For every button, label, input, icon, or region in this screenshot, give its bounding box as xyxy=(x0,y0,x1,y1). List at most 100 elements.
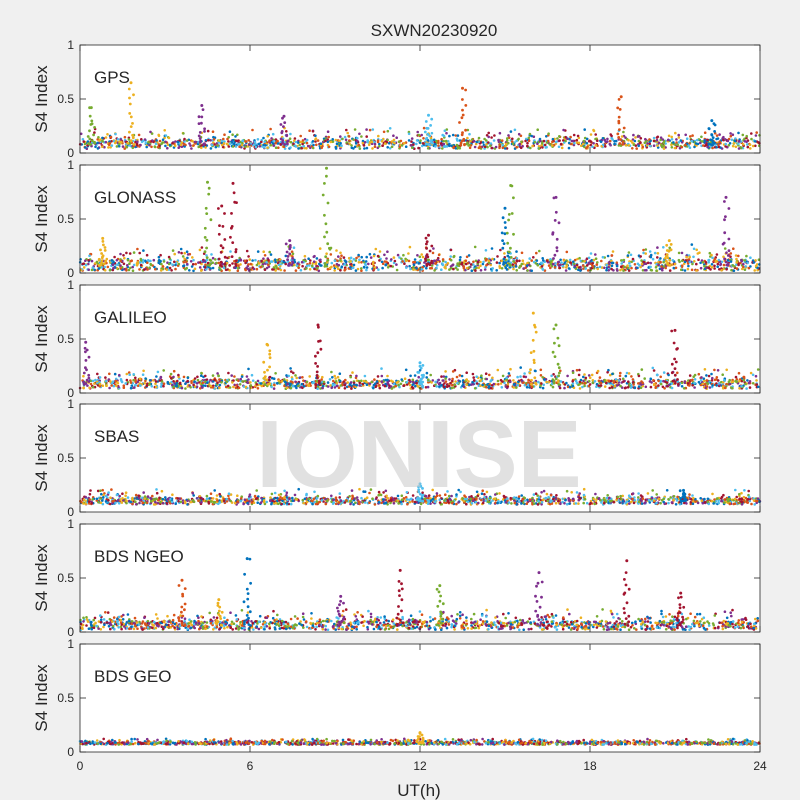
spike-peak xyxy=(84,340,88,344)
spike-point xyxy=(552,379,556,383)
data-point xyxy=(451,133,455,137)
data-point xyxy=(539,261,543,265)
data-point xyxy=(425,266,428,270)
spike-point xyxy=(421,364,425,367)
spike-point xyxy=(430,244,434,248)
data-point xyxy=(291,384,295,388)
data-point xyxy=(674,266,678,270)
data-point xyxy=(497,138,500,142)
data-point xyxy=(110,488,113,491)
data-point xyxy=(628,261,631,265)
data-point xyxy=(166,380,170,384)
data-point xyxy=(207,138,210,142)
data-point xyxy=(386,374,389,378)
data-point xyxy=(414,384,417,388)
data-point xyxy=(601,137,605,140)
data-point xyxy=(136,140,139,143)
data-point xyxy=(330,261,334,265)
data-point xyxy=(583,128,586,131)
data-point xyxy=(397,383,400,387)
data-point xyxy=(186,262,189,266)
data-point xyxy=(264,144,267,147)
data-point xyxy=(403,262,406,266)
data-point xyxy=(507,372,511,375)
data-point xyxy=(734,254,738,257)
data-point xyxy=(265,266,269,270)
data-point xyxy=(377,134,380,138)
data-point xyxy=(260,140,263,144)
data-point xyxy=(661,138,665,141)
data-point xyxy=(305,267,308,270)
data-point xyxy=(741,133,745,137)
data-point xyxy=(254,145,258,149)
data-point xyxy=(407,259,411,263)
spike-point xyxy=(505,231,509,235)
data-point xyxy=(357,261,361,264)
data-point xyxy=(657,141,661,145)
data-point xyxy=(527,378,530,382)
spike-point xyxy=(616,132,620,136)
data-point xyxy=(583,373,586,376)
data-point xyxy=(360,269,363,273)
spike-point xyxy=(286,140,289,143)
data-point xyxy=(545,380,548,384)
data-point xyxy=(444,260,447,264)
spike-point xyxy=(665,243,669,247)
data-point xyxy=(278,258,282,261)
data-point xyxy=(734,375,738,379)
data-point xyxy=(745,143,749,146)
data-point xyxy=(468,146,472,150)
data-point xyxy=(223,133,226,136)
data-point xyxy=(490,247,494,250)
data-point xyxy=(153,265,156,269)
data-point xyxy=(723,247,727,250)
data-point xyxy=(231,133,234,136)
data-point xyxy=(612,379,616,383)
data-point xyxy=(648,380,652,383)
data-point xyxy=(294,269,298,272)
data-point xyxy=(129,379,132,382)
data-point xyxy=(656,144,659,147)
spike-point xyxy=(464,104,468,107)
data-point xyxy=(472,376,476,379)
data-point xyxy=(122,386,126,390)
data-point xyxy=(292,246,296,249)
data-point xyxy=(283,269,286,272)
data-point xyxy=(312,143,315,147)
data-point xyxy=(471,372,475,376)
data-point xyxy=(722,135,725,139)
data-point xyxy=(336,259,339,263)
data-point xyxy=(218,139,221,142)
data-point xyxy=(587,256,591,260)
data-point xyxy=(131,265,134,269)
data-point xyxy=(657,379,660,383)
data-point xyxy=(368,252,372,256)
data-point xyxy=(505,147,509,150)
data-point xyxy=(454,266,458,270)
spike-point xyxy=(673,367,677,370)
data-point xyxy=(101,145,104,148)
spike-point xyxy=(723,200,726,203)
data-point xyxy=(611,250,615,253)
spike-point xyxy=(90,122,94,126)
data-point xyxy=(311,130,315,133)
data-point xyxy=(715,384,718,387)
data-point xyxy=(596,139,599,142)
y-axis-label: S4 Index xyxy=(32,65,51,133)
data-point xyxy=(124,382,127,385)
data-point xyxy=(125,372,129,376)
data-point xyxy=(287,374,291,378)
data-point xyxy=(540,382,543,385)
data-point xyxy=(483,268,487,271)
data-point xyxy=(716,137,720,140)
data-point xyxy=(672,141,675,144)
spike-point xyxy=(673,373,677,377)
data-point xyxy=(681,259,684,263)
data-point xyxy=(367,262,370,266)
data-point xyxy=(305,138,309,142)
data-point xyxy=(132,263,136,267)
data-point xyxy=(251,259,254,262)
data-point xyxy=(162,260,166,263)
data-point xyxy=(597,384,600,387)
data-point xyxy=(150,385,154,388)
